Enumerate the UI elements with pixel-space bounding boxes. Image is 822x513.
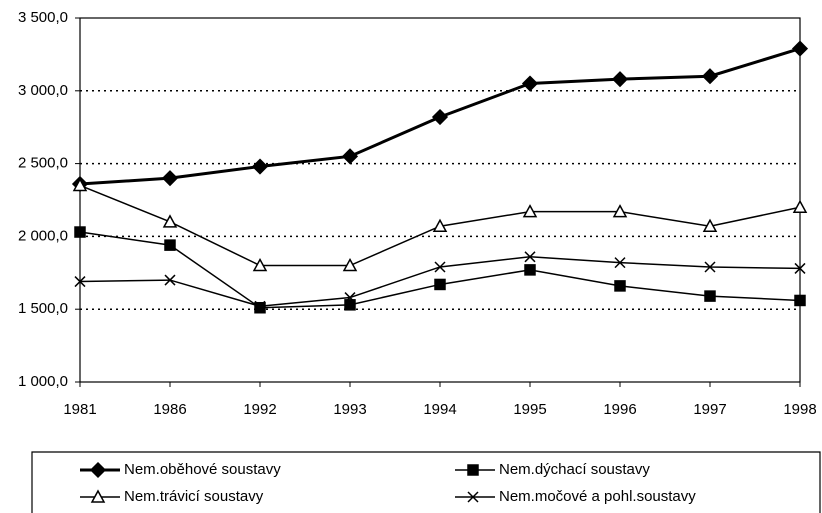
marker <box>161 170 179 187</box>
y-tick-label: 2 500,0 <box>18 155 68 172</box>
marker <box>524 264 536 276</box>
marker <box>704 261 716 273</box>
x-tick-label: 1997 <box>693 401 726 418</box>
marker <box>72 177 88 192</box>
marker <box>431 108 449 126</box>
marker <box>701 68 719 85</box>
x-tick-label: 1998 <box>783 401 816 418</box>
x-tick-label: 1996 <box>603 401 636 418</box>
y-tick-label: 1 500,0 <box>18 300 68 317</box>
marker <box>342 257 358 272</box>
y-tick-label: 3 000,0 <box>18 82 68 99</box>
x-tick-label: 1986 <box>153 401 186 418</box>
marker <box>344 292 356 304</box>
legend-label: Nem.dýchací soustavy <box>499 461 650 478</box>
marker <box>792 199 808 214</box>
x-tick-label: 1995 <box>513 401 546 418</box>
marker <box>702 218 718 232</box>
legend-label: Nem.oběhové soustavy <box>124 461 281 478</box>
marker <box>614 280 626 292</box>
marker <box>794 294 806 307</box>
marker <box>252 257 268 272</box>
marker <box>521 75 539 92</box>
y-tick-label: 1 000,0 <box>18 373 68 390</box>
marker <box>164 239 176 251</box>
marker <box>432 218 448 232</box>
legend-label: Nem.močové a pohl.soustavy <box>499 488 696 505</box>
marker <box>704 290 716 302</box>
marker <box>89 461 107 479</box>
marker <box>90 489 106 503</box>
marker <box>74 276 86 288</box>
marker <box>434 278 446 291</box>
marker <box>164 274 176 286</box>
marker <box>251 158 269 175</box>
x-tick-label: 1981 <box>63 401 96 418</box>
marker <box>162 214 178 228</box>
marker <box>341 148 359 165</box>
marker <box>74 226 86 238</box>
marker <box>791 40 809 57</box>
x-tick-label: 1992 <box>243 401 276 418</box>
legend-box <box>31 451 821 513</box>
marker <box>254 301 266 314</box>
marker <box>434 261 446 273</box>
marker <box>794 262 806 274</box>
marker <box>344 299 356 311</box>
marker <box>254 300 266 312</box>
marker <box>614 257 626 269</box>
x-tick-label: 1994 <box>423 401 456 418</box>
marker <box>611 71 629 88</box>
marker <box>524 251 536 263</box>
x-tick-label: 1993 <box>333 401 366 418</box>
marker <box>612 204 628 218</box>
plot-border <box>79 17 801 383</box>
marker <box>467 464 479 476</box>
marker <box>467 491 479 503</box>
y-tick-label: 2 000,0 <box>18 227 68 244</box>
legend-label: Nem.trávicí soustavy <box>124 488 264 505</box>
y-tick-label: 3 500,0 <box>18 9 68 26</box>
series-line <box>79 231 801 309</box>
marker <box>522 204 538 218</box>
